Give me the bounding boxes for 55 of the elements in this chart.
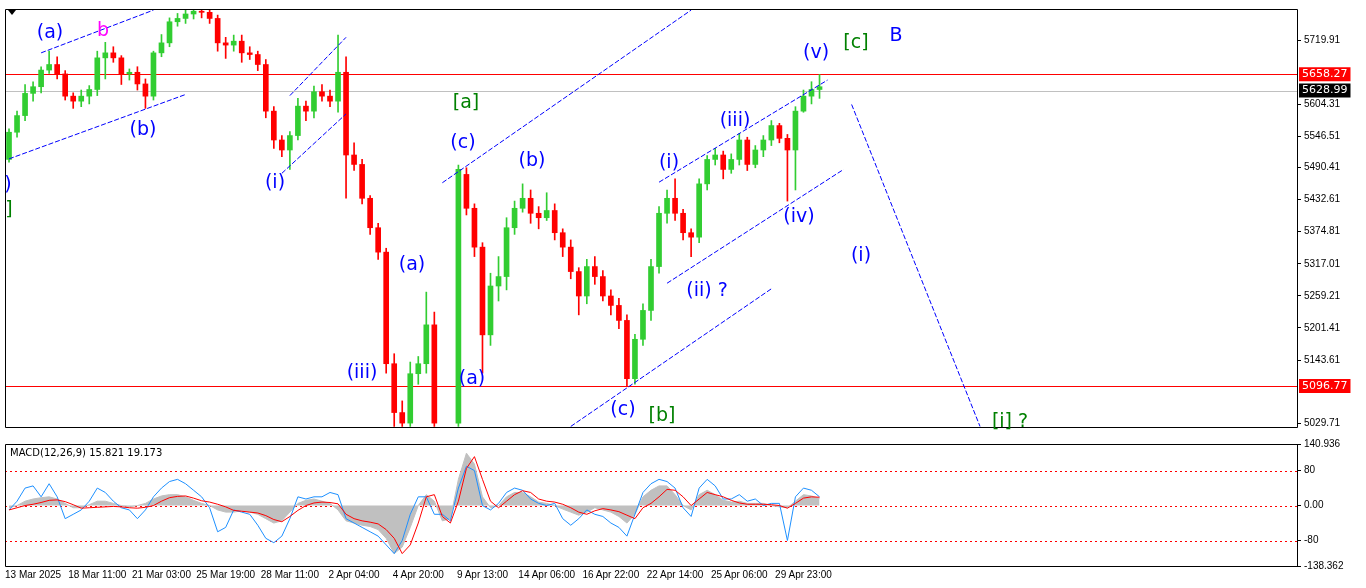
x-tick-label: 18 Mar 11:00: [68, 568, 127, 580]
annotation: [i] ?: [991, 408, 1029, 431]
annotation: (i): [264, 169, 286, 192]
y-tick-label: 5546.51: [1304, 130, 1341, 142]
ref-line-label: 5628.99: [1302, 83, 1348, 97]
x-tick-label: 22 Apr 14:00: [646, 568, 704, 580]
x-tick-label: 25 Mar 19:00: [196, 568, 256, 580]
annotation: (iii): [719, 107, 751, 130]
annotation: [a]: [452, 89, 480, 112]
annotation: (a): [398, 251, 426, 274]
x-tick-label: 25 Apr 06:00: [710, 568, 769, 580]
annotation: (i): [658, 149, 680, 172]
x-tick-label: 28 Mar 11:00: [260, 568, 320, 580]
x-tick-label: 21 Mar 03:00: [132, 568, 192, 580]
y-tick-label: 5201.41: [1304, 321, 1341, 333]
annotation: (b): [129, 116, 157, 139]
annotation: (a): [36, 19, 64, 42]
x-tick-label: 13 Mar 2025: [5, 568, 62, 580]
annotation: B: [889, 22, 903, 45]
y-tick-label: 80: [1304, 464, 1316, 476]
y-tick-label: 0.00: [1304, 499, 1324, 511]
y-tick-label: -80: [1304, 534, 1319, 546]
annotation: [c]: [843, 29, 869, 52]
ref-line-label: 5658.27: [1302, 67, 1348, 81]
y-tick-label: 5029.71: [1304, 417, 1341, 429]
y-tick-label: 5432.61: [1304, 193, 1341, 205]
annotation: (iii): [346, 359, 378, 382]
y-tick-label: 5143.61: [1304, 353, 1341, 365]
x-tick-label: 29 Apr 23:00: [775, 568, 833, 580]
annotation: (b): [518, 147, 546, 170]
chart-title: MACD(12,26,9) 15.821 19.173: [10, 446, 163, 458]
annotation: (i): [850, 242, 872, 265]
annotation: (c): [610, 396, 636, 419]
annotation: (v): [802, 39, 830, 62]
annotation: [b]: [648, 402, 676, 425]
annotation: (ii) ?: [686, 277, 728, 300]
x-tick-label: 9 Apr 13:00: [456, 568, 509, 580]
annotation: (iv): [783, 203, 815, 226]
y-tick-label: 5719.91: [1304, 33, 1341, 45]
annotation: ]: [5, 196, 13, 219]
annotation: (c): [450, 129, 476, 152]
x-tick-label: 4 Apr 20:00: [392, 568, 445, 580]
x-tick-label: 16 Apr 22:00: [582, 568, 640, 580]
y-tick-label: -138.362: [1304, 559, 1344, 571]
ref-line-label: 5096.77: [1302, 378, 1348, 392]
y-tick-label: 140.936: [1304, 437, 1341, 449]
y-tick-label: 5604.31: [1304, 98, 1341, 110]
y-tick-label: 5490.41: [1304, 161, 1341, 173]
annotation: b: [96, 17, 110, 40]
y-tick-label: 5259.21: [1304, 289, 1341, 301]
y-tick-label: 5317.01: [1304, 257, 1341, 269]
x-tick-label: 14 Apr 06:00: [518, 568, 576, 580]
x-tick-label: 2 Apr 04:00: [328, 568, 381, 580]
annotation: ): [4, 171, 12, 194]
y-tick-label: 5374.81: [1304, 225, 1341, 237]
